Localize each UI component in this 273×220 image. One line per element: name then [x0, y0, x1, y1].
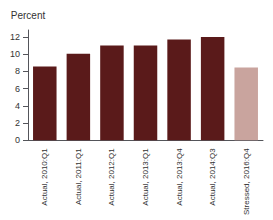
svg-text:Stressed, 2016:Q4: Stressed, 2016:Q4: [242, 148, 251, 215]
svg-text:6: 6: [15, 84, 20, 94]
svg-text:0: 0: [15, 135, 20, 145]
svg-text:4: 4: [15, 101, 20, 111]
svg-text:Actual, 2013:Q1: Actual, 2013:Q1: [141, 148, 150, 206]
svg-text:Actual, 2011:Q1: Actual, 2011:Q1: [74, 148, 83, 205]
svg-text:Actual, 2010:Q1: Actual, 2010:Q1: [40, 148, 49, 206]
svg-text:Percent: Percent: [11, 10, 46, 21]
svg-text:10: 10: [10, 49, 20, 59]
svg-text:2: 2: [15, 118, 20, 128]
svg-text:Actual, 2012:Q1: Actual, 2012:Q1: [107, 148, 116, 206]
svg-text:12: 12: [10, 32, 20, 42]
svg-text:8: 8: [15, 66, 20, 76]
svg-text:Actual, 2014:Q3: Actual, 2014:Q3: [208, 148, 217, 206]
svg-text:Actual, 2013:Q4: Actual, 2013:Q4: [175, 148, 184, 206]
